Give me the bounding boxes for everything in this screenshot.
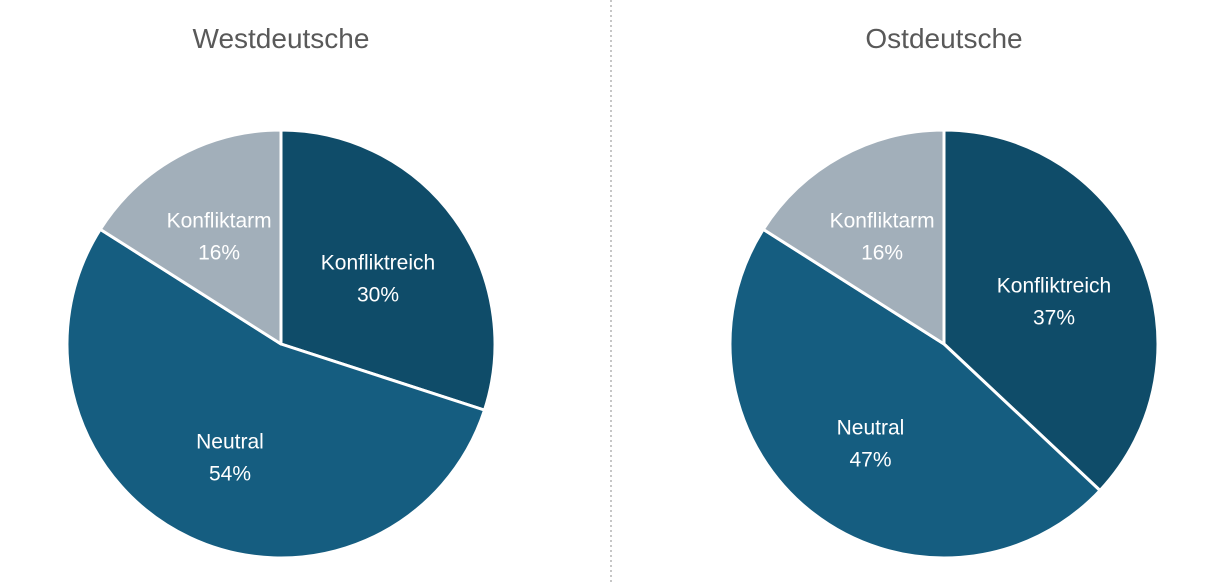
chart-title-west: Westdeutsche: [193, 23, 370, 54]
chart-title-east: Ostdeutsche: [865, 23, 1022, 54]
slice-label-konfliktreich-west: Konfliktreich: [321, 252, 435, 275]
slice-label-neutral-west: Neutral: [196, 430, 264, 453]
slice-value-konfliktarm-west: 16%: [198, 242, 240, 265]
pie-slice-konfliktreich-east: [942, 128, 1160, 492]
pie-slice-neutral-east: [728, 227, 1102, 560]
pie-slice-konfliktarm-east: [761, 128, 946, 346]
slice-value-neutral-west: 54%: [209, 462, 251, 485]
pie-chart-east: Ostdeutsche Konfliktreich37%Neutral47%Ko…: [728, 23, 1160, 560]
slice-value-konfliktarm-east: 16%: [861, 242, 903, 265]
labels-west: Konfliktreich 30% Neutral 54% Konfliktarm 16%: [167, 210, 436, 486]
slice-label-neutral-east: Neutral: [837, 417, 905, 440]
slice-value-neutral-east: 47%: [849, 449, 891, 472]
labels-east: Konfliktreich 37% Neutral 47% Konfliktarm 16%: [830, 210, 1112, 472]
slices-west: [65, 128, 497, 560]
slice-value-konfliktreich-west: 30%: [357, 284, 399, 307]
pie-slice-neutral-west: [65, 227, 487, 560]
pie-chart-west: Westdeutsche Konfliktreich30%Neutral54%K…: [65, 23, 497, 560]
slice-label-konfliktreich-east: Konfliktreich: [997, 274, 1111, 297]
pie-slice-konfliktarm-west: [98, 128, 283, 346]
slice-value-konfliktreich-east: 37%: [1033, 306, 1075, 329]
slice-label-konfliktarm-west: Konfliktarm: [167, 210, 272, 233]
pie-slice-konfliktreich-west: [279, 128, 497, 412]
slices-east: [728, 128, 1160, 560]
slice-label-konfliktarm-east: Konfliktarm: [830, 210, 935, 233]
